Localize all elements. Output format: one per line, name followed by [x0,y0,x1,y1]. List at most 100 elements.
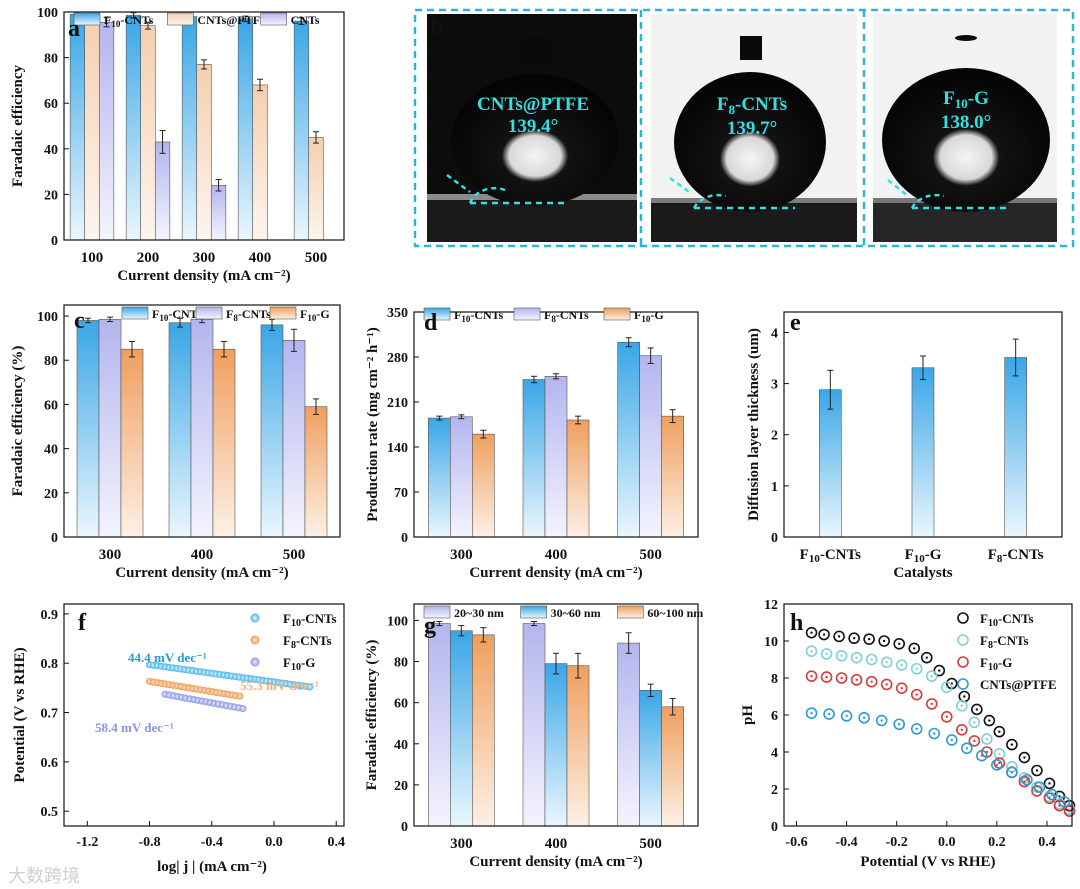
photo-f10-g [873,14,1057,242]
data-point [823,708,835,720]
data-point-center [1063,800,1066,804]
data-point-center [840,676,843,680]
bar [69,13,86,241]
bar [308,137,324,241]
data-point [805,670,818,682]
bar [428,417,451,538]
legend-marker [250,657,260,667]
data-point-center [898,642,901,645]
x-tick-label: F10-G [905,547,942,565]
data-point-center [988,719,991,722]
data-point [910,723,923,735]
data-point [863,633,875,645]
data-point-center [827,712,831,716]
x-tick-label: 300 [450,547,473,563]
y-tick-label: 2 [771,783,778,798]
legend-marker [957,678,969,690]
plot-frame [783,603,1073,827]
data-point-center [933,732,936,735]
x-axis-title: Catalysts [893,565,952,581]
legend-label: 30~60 nm [551,606,601,620]
x-tick-label: 0.4 [1038,835,1056,850]
y-tick-label: 0 [771,531,778,546]
data-point [940,711,953,723]
slope-label: 58.4 mV dec⁻¹ [95,720,174,735]
data-point-center [810,674,813,678]
y-tick-label: 70 [394,486,408,501]
bar [911,367,935,538]
plot-frame [63,11,345,241]
plot-frame [63,603,345,827]
data-point [971,703,983,716]
data-point-center [900,686,903,690]
y-tick-label: 20 [44,188,58,203]
bar [190,319,214,538]
data-point [865,675,878,688]
slope-label: 44.4 mV dec⁻¹ [128,650,207,665]
x-tick-label: 0.4 [327,835,345,850]
legend-label: F10-G [300,307,330,323]
data-point [880,678,893,691]
bar [282,340,306,538]
bar [84,13,100,241]
bar [196,64,212,241]
bar [544,375,568,538]
data-point-center [1050,793,1054,796]
y-tick-label: 4 [771,746,778,761]
data-point [920,651,933,664]
data-point-center [998,730,1001,733]
x-tick-label: 300 [99,547,122,563]
legend-swatch [269,306,297,320]
legend-swatch [513,307,541,321]
y-tick-label: 12 [764,598,778,613]
legend-label: F10-G [980,655,1012,673]
data-point [1063,805,1076,818]
data-point-center [960,728,964,731]
legend-swatch [617,605,644,619]
bar [544,663,568,827]
data-point [981,733,993,745]
data-point [956,723,968,736]
panel-a: 100 200 300 400 500 0 20 40 60 80 100 Faradaic effi… [10,6,345,284]
plot-frame [783,311,1063,538]
x-tick-label: 300 [193,250,216,266]
y-tick-label: 140 [387,441,408,456]
data-point [850,674,863,686]
data-point [993,725,1006,738]
data-point-center [810,631,813,634]
x-axis-title: Current density (mA cm⁻²) [469,565,642,581]
data-point-center [852,637,856,640]
data-point [805,626,818,639]
x-tick-label: 500 [283,547,306,563]
data-point-center [870,658,873,661]
y-tick-label: 100 [387,614,408,629]
legend-marker [250,613,260,623]
data-point-center [862,716,866,719]
data-point [875,714,888,727]
legend-label: F8-CNTs [226,307,271,323]
y-tick-label: 280 [387,351,408,366]
panel-e: F10-CNTs F10-G F8-CNTs 0 1 2 3 4 Diffusion layer… [746,310,1063,581]
legend-swatch [423,307,451,321]
data-point-center [1048,782,1051,785]
photo-3-angle: 138.0° [941,112,991,133]
panel-letter-d: d [424,310,438,336]
data-point [1033,781,1046,793]
panel-letter-c: c [74,308,85,334]
panel-letter-f: f [78,610,87,636]
data-point [1018,751,1031,764]
photo-f8-cnts [651,14,857,242]
photo-cnts-ptfe [427,14,637,242]
data-point [820,671,833,683]
data-point [1031,764,1043,777]
bar [181,16,198,241]
y-tick-label: 20 [44,487,58,502]
bar [1004,357,1027,538]
panel-h: -0.6 -0.4 -0.2 0.0 0.2 0.4 F10-CNTs F8-CNTs F10-… [740,598,1076,870]
y-tick-label: 40 [44,443,58,458]
bar [566,665,590,827]
data-point [848,632,860,645]
legend-label: F8-CNTs [980,633,1029,651]
x-tick-label: 400 [545,547,568,563]
data-point-center [855,656,858,659]
